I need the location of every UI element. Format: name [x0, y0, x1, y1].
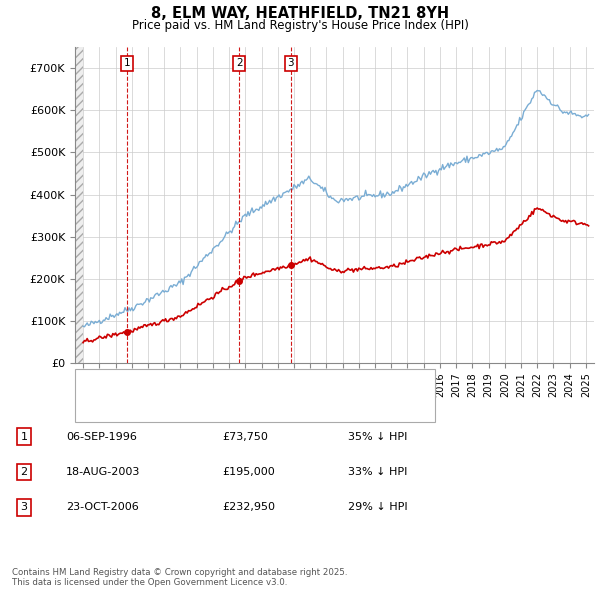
Text: 23-OCT-2006: 23-OCT-2006 [66, 503, 139, 512]
Text: Price paid vs. HM Land Registry's House Price Index (HPI): Price paid vs. HM Land Registry's House … [131, 19, 469, 32]
Text: 8, ELM WAY, HEATHFIELD, TN21 8YH: 8, ELM WAY, HEATHFIELD, TN21 8YH [151, 6, 449, 21]
Text: 35% ↓ HPI: 35% ↓ HPI [348, 432, 407, 441]
Text: 1: 1 [20, 432, 28, 441]
Text: 8, ELM WAY, HEATHFIELD, TN21 8YH (detached house): 8, ELM WAY, HEATHFIELD, TN21 8YH (detach… [114, 379, 397, 389]
Text: 33% ↓ HPI: 33% ↓ HPI [348, 467, 407, 477]
Text: 3: 3 [287, 58, 294, 68]
Text: 1: 1 [124, 58, 130, 68]
Text: 2: 2 [20, 467, 28, 477]
Text: £195,000: £195,000 [222, 467, 275, 477]
Bar [75, 47, 83, 363]
Text: 3: 3 [20, 503, 28, 512]
Text: Contains HM Land Registry data © Crown copyright and database right 2025.
This d: Contains HM Land Registry data © Crown c… [12, 568, 347, 587]
Text: 06-SEP-1996: 06-SEP-1996 [66, 432, 137, 441]
Text: £232,950: £232,950 [222, 503, 275, 512]
Text: HPI: Average price, detached house, Wealden: HPI: Average price, detached house, Weal… [114, 402, 352, 412]
Text: 2: 2 [236, 58, 242, 68]
Text: £73,750: £73,750 [222, 432, 268, 441]
Text: 29% ↓ HPI: 29% ↓ HPI [348, 503, 407, 512]
Text: 18-AUG-2003: 18-AUG-2003 [66, 467, 140, 477]
